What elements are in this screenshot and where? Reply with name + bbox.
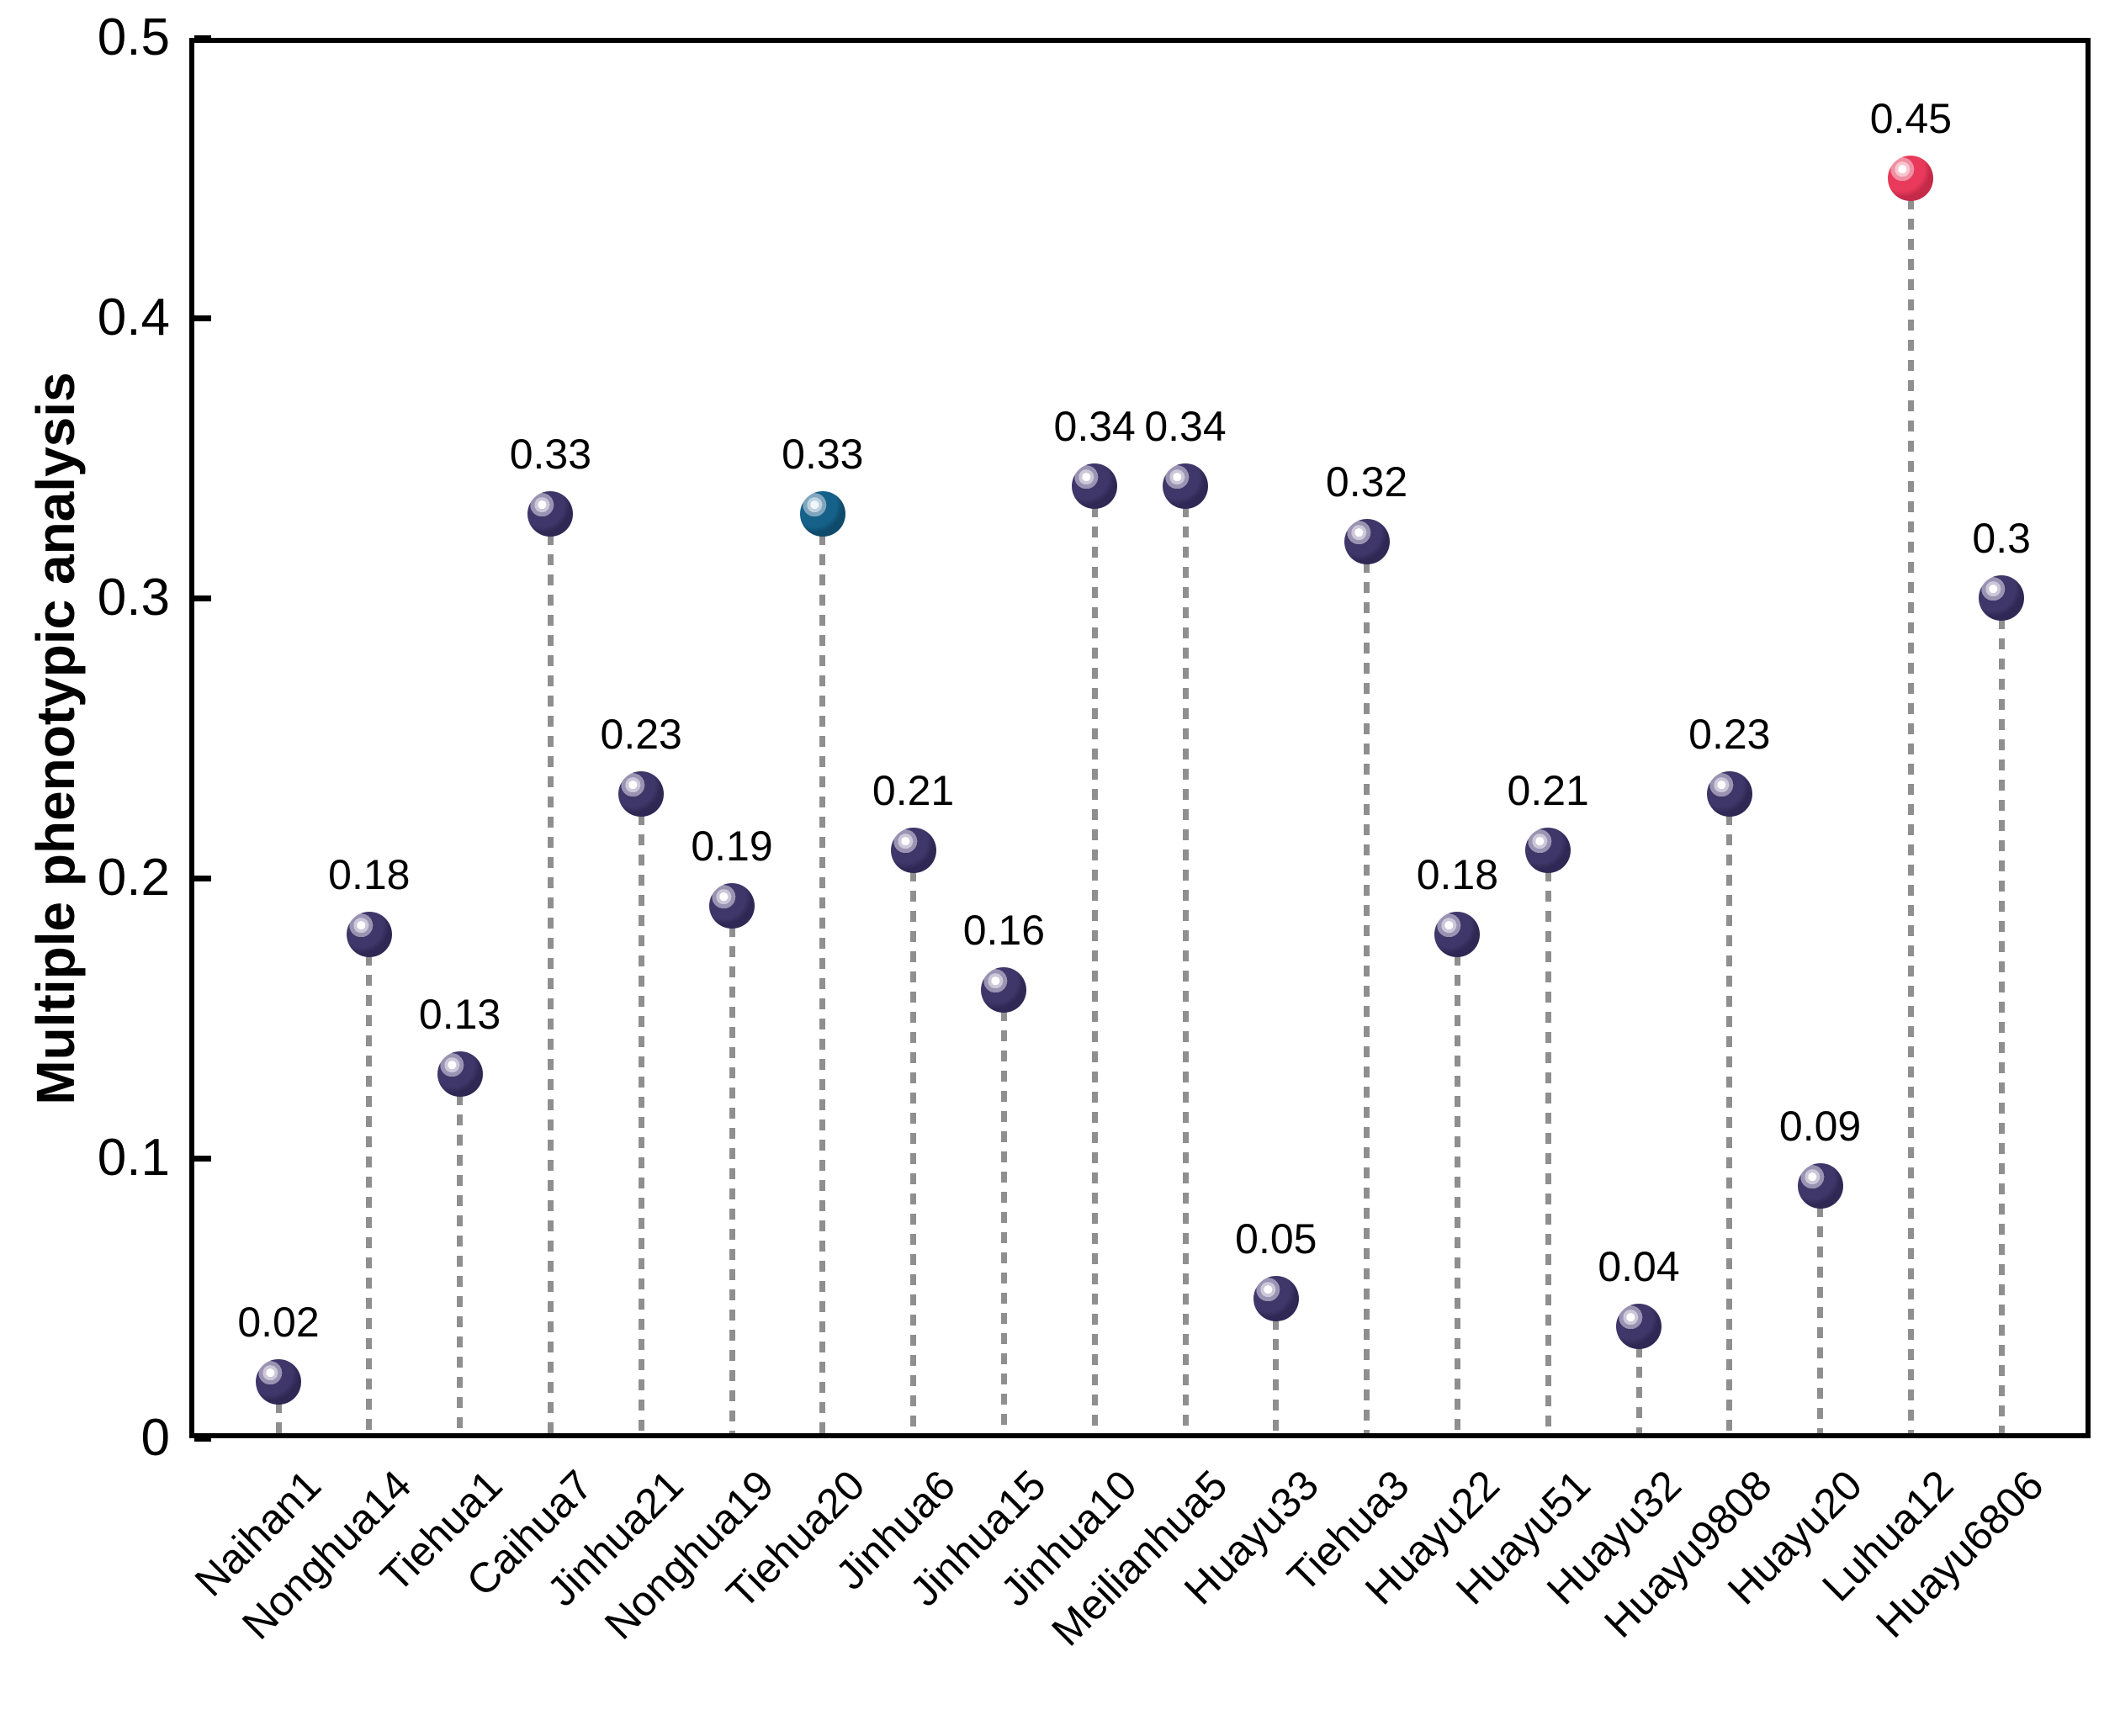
- data-point-Naihan1: [256, 1359, 301, 1405]
- stem-Naihan1: [275, 1382, 282, 1438]
- data-point-Huayu6806: [1979, 575, 2025, 621]
- value-label-Jinhua6: 0.21: [872, 766, 955, 814]
- value-label-Huayu51: 0.21: [1507, 766, 1589, 814]
- y-tick-0.1: [194, 1155, 211, 1162]
- y-tick-0: [194, 1435, 211, 1442]
- value-label-Jinhua21: 0.23: [600, 711, 682, 759]
- data-point-Tiehua1: [437, 1051, 483, 1098]
- stem-Huayu20: [1817, 1186, 1824, 1438]
- y-tick-0.4: [194, 315, 211, 321]
- data-point-Tiehua3: [1344, 519, 1390, 565]
- data-point-Huayu9808: [1706, 771, 1752, 818]
- data-point-Jinhua10: [1072, 463, 1118, 509]
- stem-Huayu32: [1635, 1326, 1642, 1438]
- stem-Tiehua3: [1364, 542, 1370, 1438]
- stem-Caihua7: [547, 514, 554, 1438]
- y-tick-label-0: 0: [140, 1409, 170, 1467]
- y-tick-label-0.3: 0.3: [97, 569, 170, 627]
- y-tick-0.3: [194, 595, 211, 601]
- value-label-Jinhua10: 0.34: [1053, 402, 1136, 450]
- stem-Huayu6806: [1998, 598, 2005, 1438]
- stem-Jinhua6: [910, 849, 917, 1438]
- stem-Meilianhua5: [1182, 485, 1189, 1438]
- stem-Huayu9808: [1726, 794, 1733, 1438]
- value-label-Caihua7: 0.33: [509, 431, 592, 479]
- value-label-Huayu6806: 0.3: [1972, 515, 2031, 562]
- stem-Jinhua10: [1091, 485, 1098, 1438]
- value-label-Huayu32: 0.04: [1598, 1242, 1680, 1290]
- y-tick-0.5: [194, 34, 211, 41]
- y-axis-title: Multiple phenotypic analysis: [25, 372, 86, 1105]
- y-tick-label-0.1: 0.1: [97, 1129, 170, 1187]
- stem-Huayu22: [1454, 934, 1460, 1438]
- data-point-Caihua7: [527, 491, 574, 537]
- data-point-Huayu32: [1616, 1303, 1662, 1349]
- data-point-Meilianhua5: [1163, 463, 1208, 509]
- value-label-Huayu9808: 0.23: [1688, 711, 1771, 759]
- stem-Nonghua19: [729, 906, 735, 1438]
- y-tick-label-0.5: 0.5: [97, 8, 170, 66]
- stem-Huayu51: [1545, 849, 1551, 1438]
- value-label-Huayu22: 0.18: [1416, 850, 1499, 898]
- data-point-Huayu20: [1797, 1163, 1843, 1209]
- plot-frame: [189, 38, 2091, 1438]
- data-point-Huayu33: [1253, 1275, 1299, 1321]
- value-label-Nonghua14: 0.18: [328, 850, 411, 898]
- value-label-Huayu20: 0.09: [1778, 1103, 1862, 1151]
- stem-Jinhua15: [1000, 990, 1007, 1438]
- data-point-Nonghua14: [346, 911, 392, 957]
- value-label-Tiehua3: 0.32: [1325, 458, 1408, 506]
- data-point-Tiehua20: [799, 491, 845, 537]
- value-label-Huayu33: 0.05: [1235, 1215, 1317, 1262]
- data-point-Nonghua19: [709, 883, 755, 929]
- value-label-Jinhua15: 0.16: [962, 907, 1046, 955]
- stem-Tiehua1: [457, 1074, 464, 1438]
- stem-Jinhua21: [638, 794, 644, 1438]
- data-point-Jinhua15: [981, 967, 1027, 1014]
- y-tick-label-0.2: 0.2: [97, 849, 170, 907]
- value-label-Meilianhua5: 0.34: [1144, 402, 1227, 450]
- data-point-Huayu51: [1525, 827, 1571, 873]
- stem-Tiehua20: [819, 514, 826, 1438]
- stem-Huayu33: [1273, 1298, 1280, 1438]
- data-point-Huayu22: [1434, 911, 1481, 957]
- data-point-Jinhua6: [890, 827, 936, 873]
- value-label-Naihan1: 0.02: [237, 1299, 320, 1347]
- value-label-Tiehua20: 0.33: [782, 431, 864, 479]
- y-tick-label-0.4: 0.4: [97, 288, 170, 347]
- y-tick-0.2: [194, 875, 211, 881]
- data-point-Luhua12: [1888, 155, 1934, 201]
- stem-Luhua12: [1907, 177, 1914, 1438]
- value-label-Luhua12: 0.45: [1869, 94, 1953, 142]
- data-point-Jinhua21: [618, 771, 665, 818]
- value-label-Nonghua19: 0.19: [691, 823, 773, 871]
- stem-Nonghua14: [366, 934, 373, 1438]
- value-label-Tiehua1: 0.13: [418, 991, 501, 1039]
